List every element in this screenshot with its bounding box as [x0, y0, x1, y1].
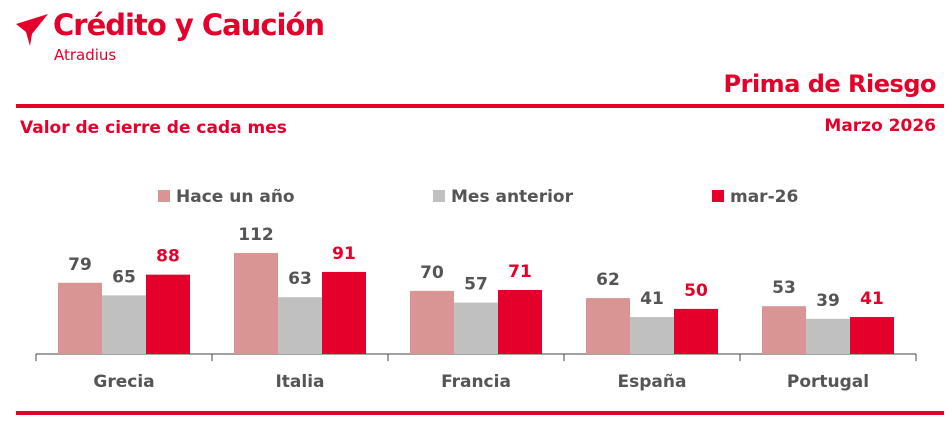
category-label-italia: Italia: [275, 372, 324, 392]
data-label-francia-mar-26: 71: [508, 262, 532, 282]
bar-francia-mes-anterior: [454, 302, 498, 354]
data-label-francia-mes-anterior: 57: [464, 275, 488, 295]
top-divider: [16, 104, 944, 108]
legend-swatch-mes-anterior: [433, 190, 445, 202]
bar-francia-hace-un-ano: [410, 290, 454, 354]
report-date: Marzo 2026: [824, 116, 936, 136]
data-label-espana-hace-un-ano: 62: [596, 270, 620, 290]
data-label-francia-hace-un-ano: 70: [420, 263, 444, 283]
bar-grecia-mes-anterior: [102, 295, 146, 354]
category-label-francia: Francia: [441, 372, 511, 392]
category-label-espana: España: [618, 372, 687, 392]
bar-portugal-mes-anterior: [806, 318, 850, 354]
data-label-grecia-mar-26: 88: [156, 247, 180, 267]
chart-subtitle: Valor de cierre de cada mes: [20, 118, 287, 138]
bar-portugal-hace-un-ano: [762, 306, 806, 354]
data-label-espana-mes-anterior: 41: [640, 289, 664, 309]
legend-swatch-hace-un-ano: [158, 190, 170, 202]
data-label-portugal-mes-anterior: 39: [816, 291, 840, 311]
bar-italia-mes-anterior: [278, 297, 322, 354]
bar-portugal-mar-26: [850, 317, 894, 354]
legend-swatch-mar-26: [712, 190, 724, 202]
category-label-grecia: Grecia: [93, 372, 154, 392]
data-label-espana-mar-26: 50: [684, 281, 708, 301]
bar-grecia-mar-26: [146, 274, 190, 354]
bottom-divider: [16, 411, 944, 415]
bar-grecia-hace-un-ano: [58, 282, 102, 354]
bar-chart: Hace un año Mes anterior mar-26 79 65 88 Greci…: [35, 187, 917, 392]
bar-espana-mes-anterior: [630, 317, 674, 354]
data-label-portugal-hace-un-ano: 53: [772, 278, 796, 298]
legend-label-mar-26: mar-26: [730, 187, 798, 207]
data-label-grecia-mes-anterior: 65: [112, 267, 136, 287]
bar-italia-mar-26: [322, 271, 366, 354]
brand-subtitle: Atradius: [54, 46, 117, 64]
data-label-italia-mes-anterior: 63: [288, 269, 312, 289]
bar-italia-hace-un-ano: [234, 253, 278, 354]
brand-name: Crédito y Caución: [53, 8, 325, 42]
report-title: Prima de Riesgo: [723, 70, 937, 98]
data-label-italia-mar-26: 91: [332, 244, 356, 264]
legend-label-mes-anterior: Mes anterior: [451, 187, 574, 207]
category-label-portugal: Portugal: [787, 372, 869, 392]
bar-espana-mar-26: [674, 308, 718, 354]
data-label-grecia-hace-un-ano: 79: [68, 255, 92, 275]
data-label-italia-hace-un-ano: 112: [238, 225, 274, 245]
legend-label-hace-un-ano: Hace un año: [176, 187, 295, 207]
bar-francia-mar-26: [498, 289, 542, 354]
data-label-portugal-mar-26: 41: [860, 289, 884, 309]
logo-icon: [16, 14, 48, 46]
bar-espana-hace-un-ano: [586, 298, 630, 354]
